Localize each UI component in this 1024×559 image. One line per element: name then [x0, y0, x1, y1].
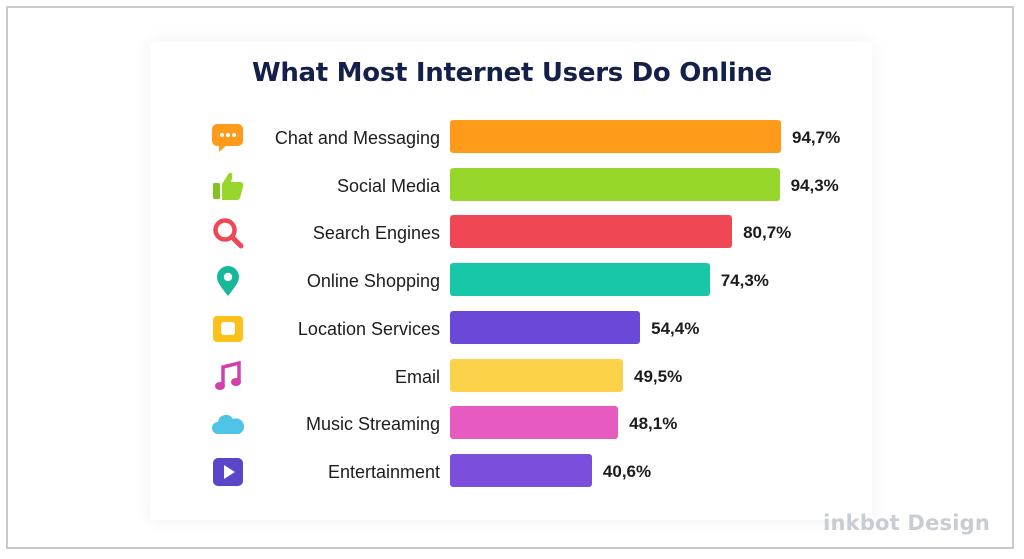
bar-row: Location Services 54,4%	[0, 310, 1024, 347]
search-icon	[211, 217, 245, 249]
bar	[450, 406, 619, 440]
category-label: Social Media	[336, 175, 440, 196]
bar-row: Chat and Messaging 94,7%	[0, 120, 1024, 156]
bar	[450, 358, 623, 392]
bar-row: Social Media 94,3%	[0, 167, 1024, 204]
bar-row: Online Shopping 74,3%	[0, 263, 1024, 299]
bar-row: Music Streaming 48,1%	[0, 406, 1024, 442]
value-label: 94,3%	[790, 175, 839, 195]
value-label: 48,1%	[629, 414, 678, 434]
value-label: 80,7%	[743, 223, 792, 243]
value-label: 94,7%	[792, 128, 841, 147]
category-label: Email	[394, 366, 440, 387]
chart-title: What Most Internet Users Do Online	[251, 58, 773, 88]
chat-icon	[211, 122, 245, 154]
category-label: Entertainment	[327, 461, 440, 482]
thumbs-up-icon	[211, 170, 245, 202]
bar	[450, 120, 781, 153]
bar	[450, 215, 733, 249]
play-icon	[211, 456, 245, 488]
cloud-icon	[211, 408, 245, 440]
category-label: Online Shopping	[306, 271, 440, 292]
bar-row: Search Engines 80,7%	[0, 215, 1024, 251]
value-label: 74,3%	[720, 271, 769, 291]
category-label: Location Services	[297, 318, 440, 339]
value-label: 54,4%	[651, 318, 700, 338]
bar-row: Entertainment 40,6%	[0, 453, 1024, 490]
value-label: 49,5%	[634, 366, 683, 386]
watermark-logo: inkbot Design	[823, 511, 990, 535]
category-label: Music Streaming	[305, 414, 440, 435]
category-label: Chat and Messaging	[274, 128, 440, 148]
bar-row: Email 49,5%	[0, 358, 1024, 395]
music-note-icon	[211, 360, 245, 393]
value-label: 40,6%	[602, 461, 652, 481]
bar	[450, 453, 592, 487]
bar	[450, 310, 641, 344]
location-pin-icon	[211, 265, 245, 297]
bar	[450, 263, 710, 297]
bar	[450, 167, 780, 201]
category-label: Search Engines	[312, 223, 440, 244]
location-services-icon	[211, 313, 245, 345]
